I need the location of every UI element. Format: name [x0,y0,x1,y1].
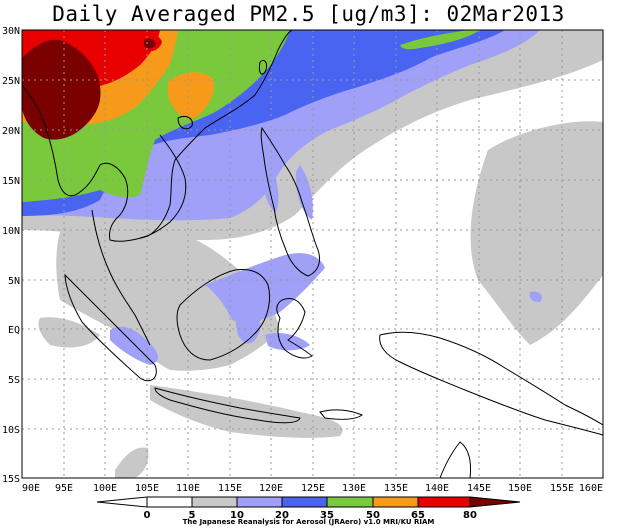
lon-label: 130E [342,483,366,494]
field-80-plus [22,39,101,140]
lon-label: 110E [176,483,200,494]
field-5-10-south [115,447,149,478]
lon-label: 155E [550,483,574,494]
field-10-20-dot [529,291,542,303]
coast-australia [439,441,471,478]
colorbar-arrow-right [469,496,521,508]
coast-taiwan [259,59,267,75]
coast-png [379,331,603,436]
coast-borneo [176,269,271,361]
field-5-10-east [470,121,603,345]
colorbar-tick-label: 20 [275,510,289,521]
colorbar-tick-label: 50 [366,510,380,521]
pm25-fields [22,30,603,478]
lon-label: 115E [218,483,242,494]
field-10-20-strip1 [262,150,279,212]
colorbar-ticks: 0 5 10 20 35 50 65 80 [144,510,477,521]
lat-label: 10N [2,226,20,237]
longitude-labels: 90E 95E 100E 105E 110E 115E 120E 125E 13… [22,483,603,494]
coast-sumatra [64,273,157,382]
field-80-plus-spot [144,38,156,49]
colorbar-bin [417,496,471,508]
credit-text: The Japanese Reanalysis for Aerosol (JRA… [182,518,435,526]
lat-label: 25N [2,76,20,87]
lon-label: 145E [467,483,491,494]
colorbar-tick-label: 5 [189,510,196,521]
lon-label: 100E [93,483,117,494]
lat-label: 30N [2,26,20,37]
colorbar-bin [281,496,328,508]
latitude-labels: 30N 25N 20N 15N 10N 5N EQ 5S 10S 15S [2,26,20,485]
colorbar [96,496,521,508]
lat-label: 10S [2,425,20,436]
lon-label: 135E [384,483,408,494]
lon-label: 160E [579,483,603,494]
coast-java [154,387,301,424]
field-10-20-luzon [295,165,313,220]
lon-label: 150E [508,483,532,494]
colorbar-bin [236,496,283,508]
lat-label: 5S [8,375,20,386]
field-5-10-scs [56,225,280,371]
lon-label: 105E [135,483,159,494]
field-35-50-ne [400,30,480,50]
field-50-65-hk [168,72,214,119]
coast-asia [22,30,293,242]
lon-label: 95E [55,483,73,494]
lon-label: 140E [425,483,449,494]
lat-label: EQ [8,325,20,336]
coast-vietnam [139,134,187,239]
lat-label: 5N [8,276,20,287]
coast-hainan [177,115,193,130]
plot-frame [21,29,604,479]
coast-timor [319,409,364,420]
colorbar-bin [326,496,374,508]
colorbar-bin [191,496,238,508]
coastlines [22,30,603,478]
field-5-10-sw [38,317,100,348]
field-5-10-java [150,385,343,438]
colorbar-tick-label: 10 [230,510,244,521]
lat-label: 15S [2,474,20,485]
colorbar-bin [372,496,419,508]
colorbar-tick-label: 80 [463,510,477,521]
field-10-20-borneo [235,299,261,344]
map-title: Daily Averaged PM2.5 [ug/m3]: 02Mar2013 [52,2,565,26]
coast-malay [91,209,151,346]
lat-label: 20N [2,126,20,137]
lat-label: 15N [2,176,20,187]
lon-label: 120E [259,483,283,494]
colorbar-arrow-left [96,496,148,508]
colorbar-tick-label: 35 [320,510,334,521]
colorbar-bin [146,496,193,508]
colorbar-tick-label: 0 [144,510,151,521]
coast-philippines [260,126,321,277]
field-10-20-band [205,253,325,323]
coast-sulawesi [276,298,313,359]
lon-label: 125E [301,483,325,494]
lon-label: 90E [22,483,40,494]
colorbar-tick-label: 65 [411,510,425,521]
